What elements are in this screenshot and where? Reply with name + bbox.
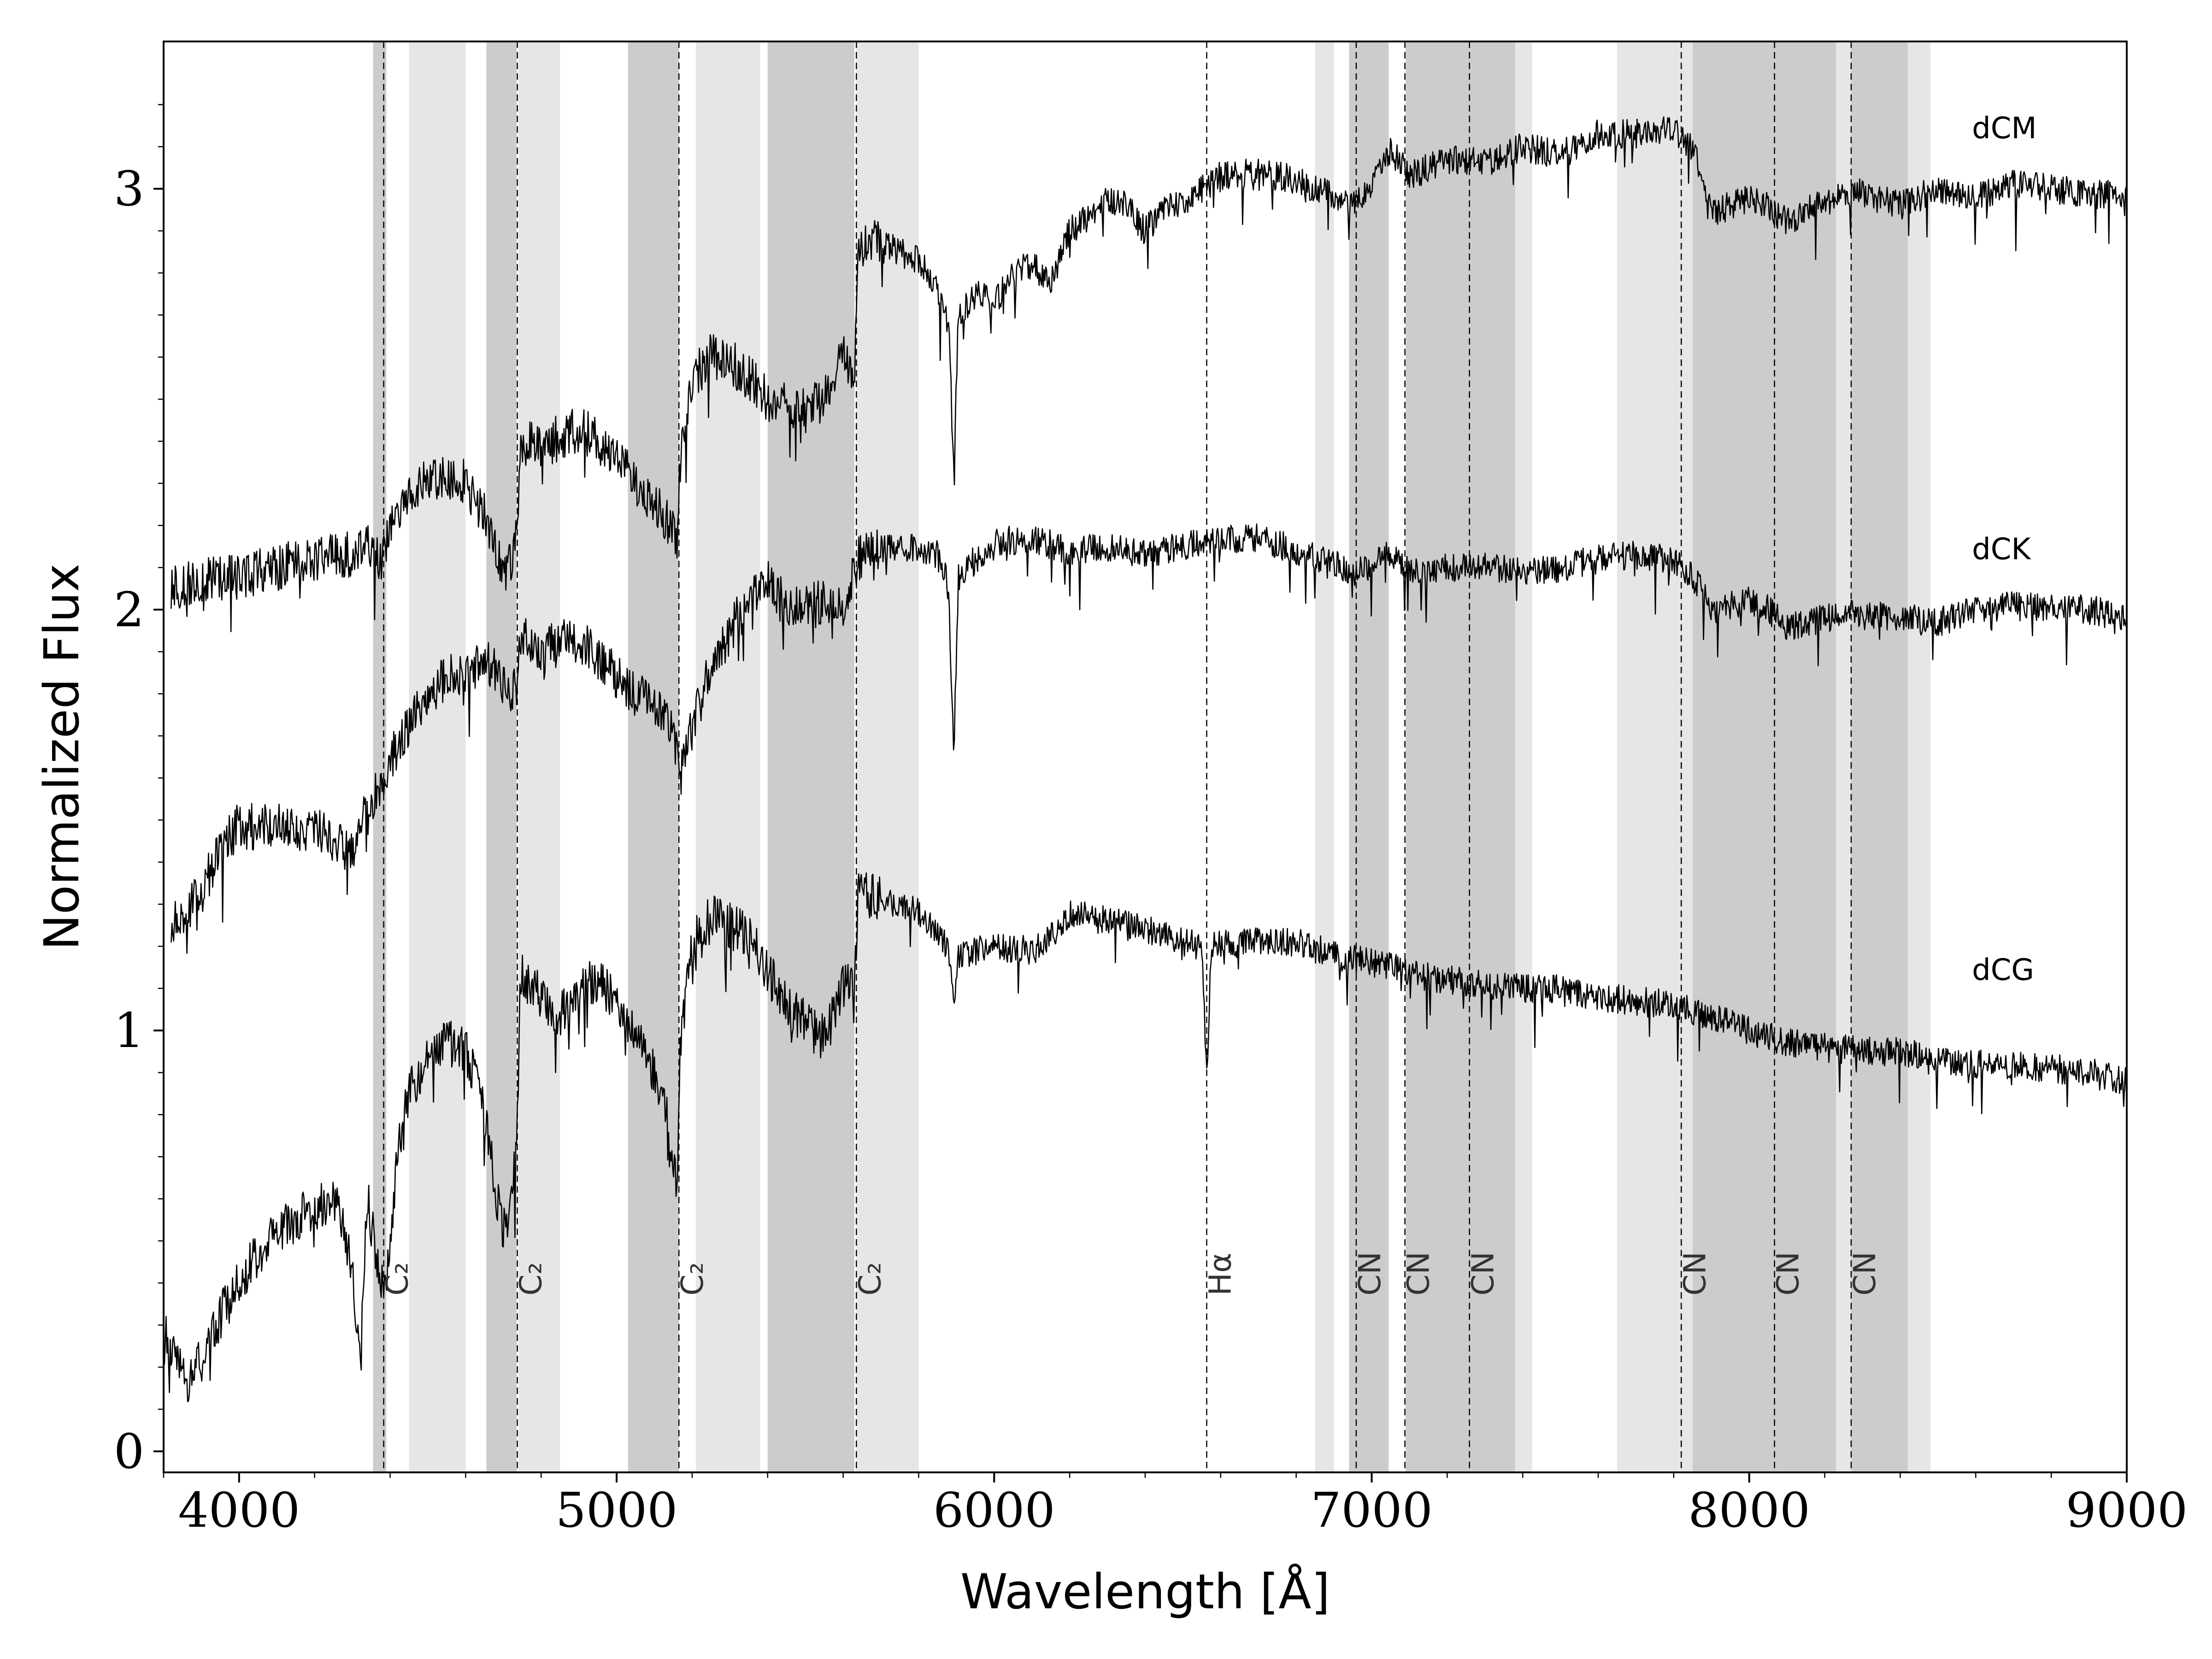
x-tick-label-9000: 9000 xyxy=(2066,1482,2188,1538)
spectra-series xyxy=(163,116,2127,1402)
shaded-band-15 xyxy=(1836,41,1851,1472)
shaded-band-14 xyxy=(1771,41,1836,1472)
shaded-band-5 xyxy=(696,41,760,1472)
series-labels: dCM dCK dCG xyxy=(1972,112,2037,987)
feature-label-2: C₂ xyxy=(675,1262,710,1296)
shaded-band-16 xyxy=(1851,41,1908,1472)
shaded-band-11 xyxy=(1515,41,1532,1472)
y-axis: 0 1 2 3 xyxy=(114,104,164,1479)
feature-labels: C₂ C₂ C₂ C₂ Hα CN CN CN CN CN CN xyxy=(380,1252,1883,1295)
feature-label-4: Hα xyxy=(1203,1253,1238,1295)
shaded-band-17 xyxy=(1907,41,1930,1472)
shaded-band-3 xyxy=(518,41,560,1472)
feature-label-6: CN xyxy=(1401,1252,1436,1295)
x-tick-label-5000: 5000 xyxy=(556,1482,678,1538)
y-tick-label-1: 1 xyxy=(114,1002,144,1059)
shaded-band-4 xyxy=(628,41,679,1472)
x-tick-label-4000: 4000 xyxy=(178,1482,300,1538)
shaded-band-7 xyxy=(856,41,919,1472)
shaded-bands xyxy=(373,41,1930,1472)
shaded-band-6 xyxy=(767,41,855,1472)
shaded-band-10 xyxy=(1406,41,1515,1472)
feature-label-1: C₂ xyxy=(513,1262,549,1296)
y-tick-label-2: 2 xyxy=(114,582,144,638)
feature-label-7: CN xyxy=(1465,1252,1501,1295)
feature-marker-lines xyxy=(383,41,1852,1472)
x-axis-title: Wavelength [Å] xyxy=(960,1564,1330,1620)
x-tick-label-7000: 7000 xyxy=(1311,1482,1433,1538)
shaded-band-1 xyxy=(409,41,466,1472)
x-tick-label-6000: 6000 xyxy=(933,1482,1055,1538)
shaded-band-2 xyxy=(486,41,517,1472)
feature-label-9: CN xyxy=(1771,1252,1806,1295)
feature-label-8: CN xyxy=(1677,1252,1712,1295)
feature-label-0: C₂ xyxy=(380,1262,415,1296)
series-label-dCM: dCM xyxy=(1972,112,2037,146)
series-label-dCK: dCK xyxy=(1972,532,2031,566)
feature-label-5: CN xyxy=(1352,1252,1388,1295)
spectrum-dCM xyxy=(171,116,2127,632)
shaded-band-12 xyxy=(1617,41,1693,1472)
y-tick-label-0: 0 xyxy=(114,1423,144,1479)
spectrum-dCK xyxy=(171,523,2127,954)
feature-label-10: CN xyxy=(1847,1252,1883,1295)
feature-label-3: C₂ xyxy=(852,1262,888,1296)
y-axis-title: Normalized Flux xyxy=(34,564,90,950)
shaded-band-8 xyxy=(1315,41,1334,1472)
shaded-band-13 xyxy=(1692,41,1772,1472)
y-tick-label-3: 3 xyxy=(114,161,144,217)
x-tick-label-8000: 8000 xyxy=(1688,1482,1810,1538)
series-label-dCG: dCG xyxy=(1972,953,2034,988)
x-axis: 4000 5000 6000 7000 8000 9000 xyxy=(163,1472,2188,1538)
spectrum-dCG xyxy=(163,872,2127,1402)
